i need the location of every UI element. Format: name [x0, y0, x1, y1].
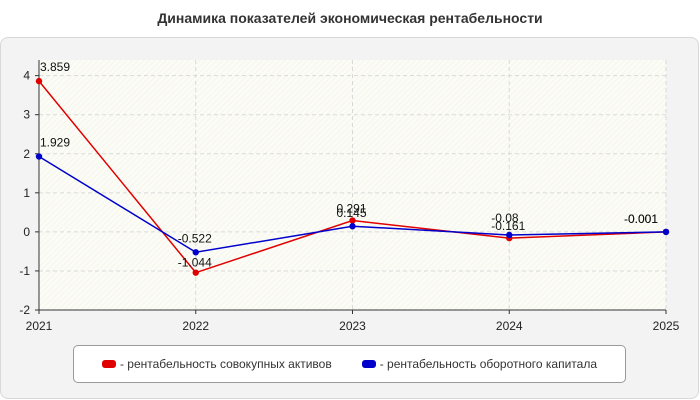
series-point-1: [349, 217, 356, 224]
data-label: -0.08: [491, 211, 519, 225]
series-point-1: [35, 77, 43, 85]
data-label: -0.522: [178, 231, 212, 245]
series-point-2: [349, 223, 356, 230]
legend-item-working-capital[interactable]: - рентабельность оборотного капитала: [361, 357, 598, 371]
data-label: -0.001: [624, 212, 658, 226]
data-label: 0.291: [337, 202, 367, 216]
y-tick-label: 4: [23, 69, 30, 83]
series-layer: [35, 77, 670, 276]
y-tick-label: 1: [23, 186, 30, 200]
y-tick-label: -2: [19, 303, 30, 317]
data-label: 1.929: [40, 136, 70, 150]
series-point-2: [35, 153, 43, 160]
legend-swatch-blue: [361, 360, 376, 368]
plot-area: [39, 60, 666, 310]
legend-swatch-red: [101, 360, 116, 368]
x-tick-label: 2024: [496, 319, 523, 333]
legend: - рентабельность совокупных активов - ре…: [73, 345, 626, 383]
x-tick-label: 2021: [26, 319, 53, 333]
y-tick-label: 0: [23, 225, 30, 239]
legend-item-assets[interactable]: - рентабельность совокупных активов: [101, 357, 332, 371]
data-label: -1.044: [178, 256, 212, 270]
y-tick-label: -1: [19, 264, 30, 278]
legend-label: - рентабельность оборотного капитала: [379, 357, 598, 371]
axes: -2 -1 0 1 2 3 4 2021 2022 2023 2024 2025: [19, 60, 680, 333]
x-tick-label: 2022: [182, 319, 209, 333]
series-point-2: [506, 231, 513, 239]
legend-label: - рентабельность совокупных активов: [119, 357, 332, 371]
series-point-2: [662, 228, 670, 236]
series-point-1: [192, 269, 199, 276]
data-label: -0.001: [624, 212, 658, 226]
y-tick-label: 2: [23, 147, 30, 161]
x-tick-label: 2025: [653, 319, 680, 333]
y-tick-label: 3: [23, 108, 30, 122]
chart-title: Динамика показателей экономическая рента…: [157, 10, 543, 26]
data-labels: 3.859 -1.044 0.291 -0.161 -0.001 1.929 -0.522 0…: [40, 60, 658, 270]
data-label: -0.161: [491, 219, 525, 233]
series-point-2: [192, 249, 199, 256]
x-tick-label: 2023: [339, 319, 366, 333]
data-label: 3.859: [40, 60, 70, 74]
data-label: 0.145: [337, 206, 367, 220]
